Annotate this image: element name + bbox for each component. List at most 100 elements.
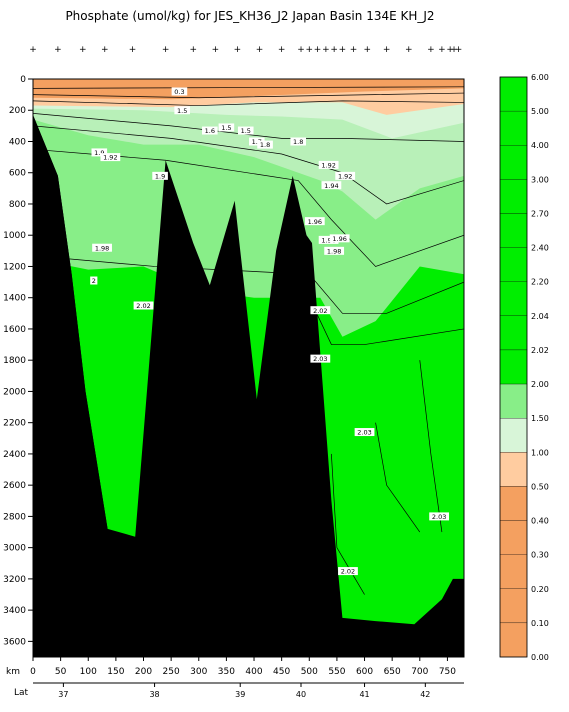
- station-marker: +: [297, 45, 305, 55]
- contour-label-bg: [237, 126, 254, 135]
- station-marker: +: [101, 45, 109, 55]
- contour-label-text: 2.03: [432, 513, 446, 521]
- contour-label-text: 1.7: [252, 138, 262, 146]
- lat-tick-label: 37: [58, 690, 68, 699]
- contour-label: 1.9: [91, 148, 108, 157]
- contour-label-bg: [174, 106, 190, 115]
- depth-tick-label: 3600: [3, 637, 26, 647]
- contour-label-bg: [338, 567, 358, 576]
- contour-label: 1.6: [202, 126, 218, 135]
- colorbar-swatch: [499, 110, 528, 146]
- depth-tick-label: 600: [9, 169, 26, 179]
- contour-label: 0.3: [171, 87, 188, 96]
- station-marker: +: [450, 45, 458, 55]
- contour-label-bg: [310, 306, 331, 315]
- colorbar-swatch: [499, 452, 528, 487]
- contour-label: 1.96: [304, 217, 325, 226]
- contour-label-text: 1.92: [103, 154, 117, 162]
- contour-label-bg: [248, 137, 265, 146]
- contour-line: [66, 258, 464, 314]
- colorbar-label: 5.00: [531, 107, 549, 116]
- contour-label: 1.92: [335, 171, 356, 180]
- km-tick-label: 250: [163, 667, 180, 677]
- depth-tick-label: 200: [9, 106, 26, 116]
- station-marker: +: [278, 45, 286, 55]
- colorbar-swatch: [499, 418, 528, 453]
- contour-label-text: 2.02: [313, 307, 327, 315]
- colorbar-swatch: [499, 247, 528, 282]
- station-marker: +: [405, 45, 413, 55]
- contour-label-text: 1.96: [308, 218, 322, 226]
- colorbar-swatch: [499, 315, 528, 351]
- colorbar-swatch: [499, 383, 528, 419]
- contour-label-bg: [324, 246, 345, 255]
- contour-label-bg: [318, 160, 339, 169]
- colorbar-label: 2.00: [531, 380, 549, 389]
- contour-label: 2.02: [310, 306, 331, 315]
- station-marker: +: [212, 45, 220, 55]
- km-tick-label: 0: [30, 667, 36, 677]
- depth-tick-label: 2400: [3, 450, 26, 460]
- colorbar-label: 0.00: [531, 653, 549, 662]
- depth-tick-label: 3200: [3, 575, 26, 585]
- contour-label-bg: [202, 126, 218, 135]
- contour-label-text: 2: [92, 277, 96, 285]
- colorbar-label: 2.70: [531, 209, 549, 218]
- station-marker: +: [339, 45, 347, 55]
- depth-tick-label: 3000: [3, 544, 26, 554]
- km-tick-label: 700: [411, 667, 428, 677]
- contour-label-bg: [329, 234, 350, 243]
- contour-line: [33, 86, 464, 89]
- colorbar-label: 1.00: [531, 448, 549, 457]
- contour-label-text: 1.8: [293, 138, 303, 146]
- contour-label: 1.8: [257, 140, 273, 149]
- contour-line: [33, 92, 464, 99]
- station-marker: +: [314, 45, 322, 55]
- km-tick-label: 650: [384, 667, 401, 677]
- km-tick-label: 550: [328, 667, 345, 677]
- station-marker: +: [446, 45, 454, 55]
- contour-label-text: 1.96: [321, 237, 335, 245]
- contour-line: [308, 297, 464, 345]
- depth-tick-label: 1400: [3, 294, 26, 304]
- contour-label-text: 1.5: [221, 124, 231, 132]
- contour-label: 1.96: [329, 234, 350, 243]
- contour-label-text: 1.5: [177, 107, 187, 115]
- contour-lines: [33, 86, 464, 595]
- station-marker: +: [383, 45, 391, 55]
- contour-label-text: 0.3: [174, 88, 184, 96]
- station-marker: +: [350, 45, 358, 55]
- contour-label: 1.92: [100, 153, 121, 162]
- contour-label-text: 1.5: [241, 127, 251, 135]
- depth-tick-label: 2000: [3, 387, 26, 397]
- contour-label-bg: [218, 123, 235, 132]
- contour-label: 2: [90, 276, 98, 285]
- colorbar-swatch: [499, 281, 528, 316]
- contour-label: 1.5: [174, 106, 190, 115]
- depth-tick-label: 1600: [3, 325, 26, 335]
- contour-label-text: 1.9: [155, 172, 165, 180]
- contour-line: [33, 125, 464, 205]
- km-axis-label: km: [6, 667, 20, 677]
- colorbar-label: 0.50: [531, 482, 549, 491]
- contour-label-bg: [354, 428, 375, 437]
- contour-label-bg: [335, 171, 356, 180]
- colorbar-swatch: [499, 588, 528, 624]
- colorbar-label: 4.00: [531, 141, 549, 150]
- seafloor-west: [33, 114, 108, 657]
- lat-axis: Lat 37 38 39 40 41 42: [14, 682, 464, 699]
- depth-tick-label: 800: [9, 200, 26, 210]
- colorbar-swatch: [499, 213, 528, 248]
- depth-tick-label: 2800: [3, 512, 26, 522]
- contour-label: 1.8: [290, 137, 307, 146]
- contour-label: 2.02: [133, 301, 154, 310]
- colorbar-swatch: [499, 76, 528, 112]
- depth-tick-label: 2600: [3, 481, 26, 491]
- contour-line: [33, 100, 464, 106]
- km-tick-label: 450: [273, 667, 290, 677]
- contour-label-text: 2.03: [357, 429, 371, 437]
- contour-label: 1.5: [218, 123, 235, 132]
- contour-label-bg: [91, 148, 108, 157]
- km-tick-label: 400: [245, 667, 262, 677]
- colorbar-label: 6.00: [531, 73, 549, 82]
